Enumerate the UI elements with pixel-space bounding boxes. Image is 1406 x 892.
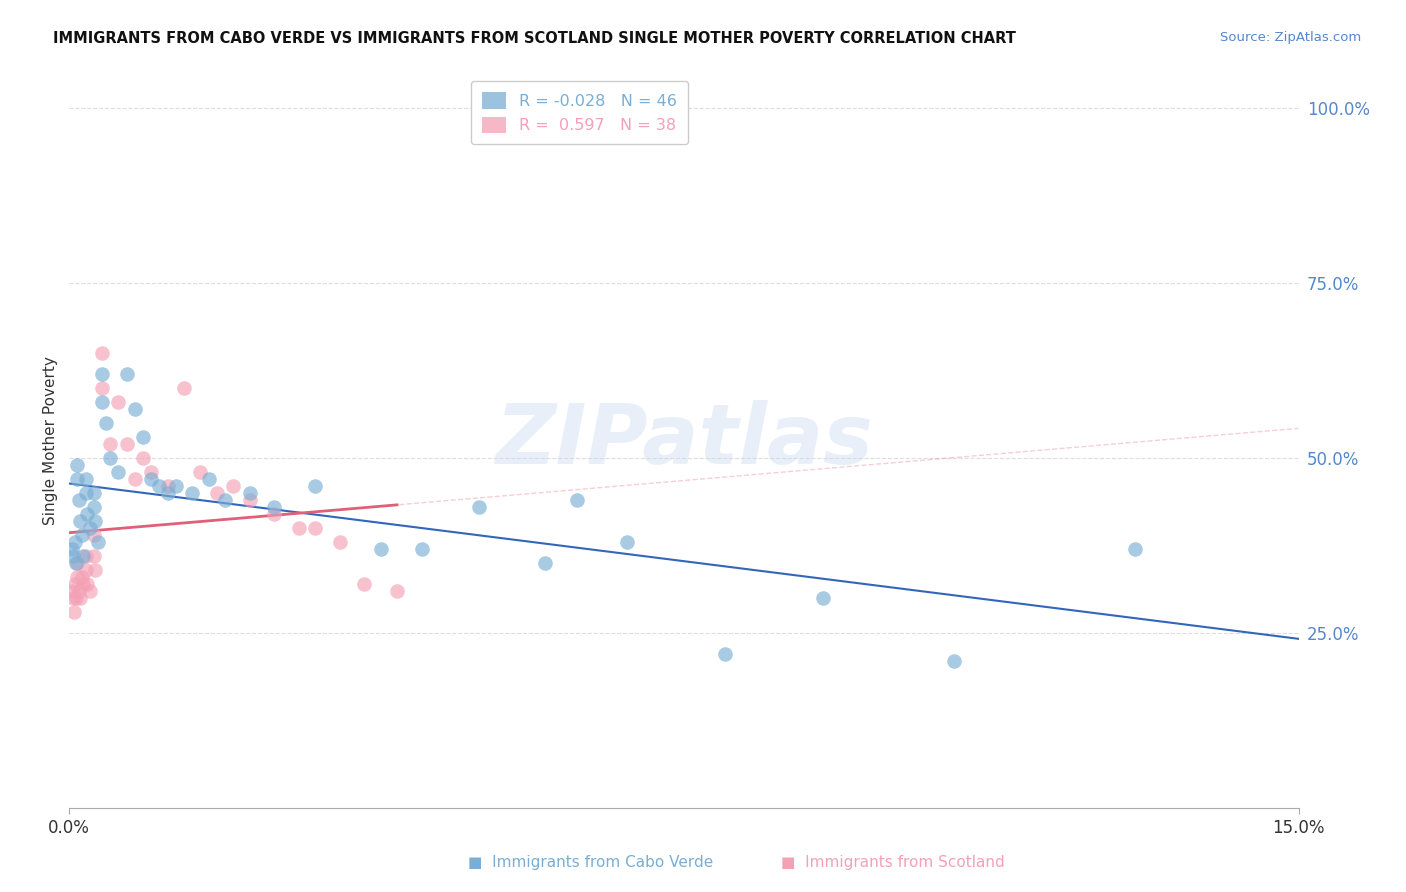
Point — [70, 570, 93, 584]
Point — [124, 472, 146, 486]
Point — [616, 534, 638, 549]
Point — [91, 381, 114, 395]
Point — [132, 430, 155, 444]
Point — [60, 541, 83, 556]
Point — [79, 583, 101, 598]
Point — [69, 591, 91, 605]
Text: ■  Immigrants from Scotland: ■ Immigrants from Scotland — [780, 855, 1005, 870]
Point — [83, 549, 105, 563]
Point — [197, 472, 219, 486]
Point — [156, 486, 179, 500]
Text: Source: ZipAtlas.com: Source: ZipAtlas.com — [1220, 31, 1361, 45]
Point — [83, 486, 105, 500]
Point — [83, 528, 105, 542]
Point — [72, 549, 94, 563]
Point — [205, 486, 228, 500]
Point — [567, 492, 589, 507]
Point — [91, 367, 114, 381]
Y-axis label: Single Mother Poverty: Single Mother Poverty — [44, 356, 58, 524]
Point — [107, 395, 129, 409]
Point — [165, 479, 187, 493]
Point — [67, 583, 90, 598]
Point — [190, 465, 212, 479]
Point — [66, 570, 89, 584]
Point — [63, 605, 86, 619]
Point — [67, 492, 90, 507]
Text: ■  Immigrants from Cabo Verde: ■ Immigrants from Cabo Verde — [468, 855, 713, 870]
Point — [813, 591, 835, 605]
Point — [304, 479, 326, 493]
Point — [1123, 541, 1146, 556]
Point — [107, 465, 129, 479]
Point — [214, 492, 236, 507]
Point — [79, 521, 101, 535]
Point — [94, 416, 117, 430]
Point — [87, 534, 110, 549]
Point — [714, 647, 737, 661]
Point — [84, 514, 107, 528]
Point — [83, 500, 105, 514]
Point — [66, 556, 89, 570]
Point — [141, 472, 163, 486]
Point — [62, 549, 84, 563]
Point — [287, 521, 309, 535]
Point — [65, 556, 87, 570]
Point — [132, 450, 155, 465]
Point — [63, 577, 86, 591]
Point — [263, 507, 285, 521]
Point — [411, 541, 433, 556]
Point — [329, 534, 352, 549]
Point — [75, 472, 97, 486]
Text: ZIPatlas: ZIPatlas — [495, 400, 873, 481]
Point — [353, 577, 375, 591]
Point — [65, 591, 87, 605]
Point — [66, 458, 89, 472]
Point — [98, 437, 121, 451]
Point — [124, 401, 146, 416]
Point — [222, 479, 245, 493]
Point — [304, 521, 326, 535]
Point — [141, 465, 163, 479]
Point — [115, 367, 138, 381]
Point — [533, 556, 555, 570]
Text: IMMIGRANTS FROM CABO VERDE VS IMMIGRANTS FROM SCOTLAND SINGLE MOTHER POVERTY COR: IMMIGRANTS FROM CABO VERDE VS IMMIGRANTS… — [53, 31, 1017, 46]
Point — [943, 654, 966, 668]
Point — [148, 479, 170, 493]
Point — [370, 541, 392, 556]
Point — [173, 381, 195, 395]
Point — [84, 563, 107, 577]
Point — [60, 583, 83, 598]
Point — [75, 549, 97, 563]
Point — [238, 492, 260, 507]
Point — [72, 577, 94, 591]
Point — [70, 528, 93, 542]
Point — [263, 500, 285, 514]
Point — [115, 437, 138, 451]
Point — [62, 591, 84, 605]
Point — [91, 395, 114, 409]
Point — [156, 479, 179, 493]
Point — [63, 534, 86, 549]
Point — [75, 563, 97, 577]
Point — [238, 486, 260, 500]
Point — [75, 486, 97, 500]
Point — [69, 514, 91, 528]
Point — [98, 450, 121, 465]
Point — [91, 346, 114, 360]
Point — [385, 583, 408, 598]
Point — [76, 507, 98, 521]
Point — [181, 486, 204, 500]
Legend: R = -0.028   N = 46, R =  0.597   N = 38: R = -0.028 N = 46, R = 0.597 N = 38 — [471, 81, 688, 145]
Point — [66, 472, 89, 486]
Point — [468, 500, 491, 514]
Point — [76, 577, 98, 591]
